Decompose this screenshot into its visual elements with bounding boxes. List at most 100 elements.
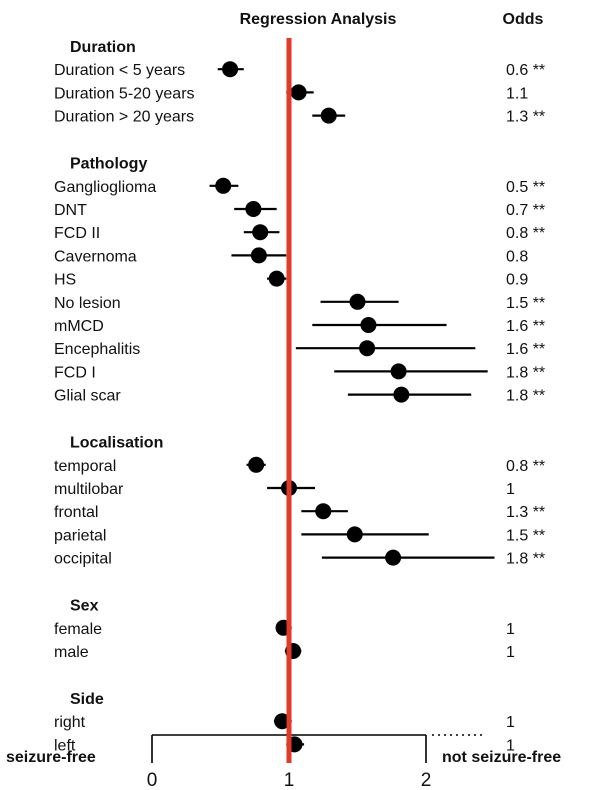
chart-title: Regression Analysis <box>240 11 397 28</box>
row-label: parietal <box>54 527 106 544</box>
point-estimate <box>215 177 232 194</box>
odds-value: 0.8 ** <box>506 225 545 242</box>
row-label: Duration < 5 years <box>54 62 185 79</box>
row-label: HS <box>54 272 76 289</box>
section-localisation-title: Localisation <box>70 435 163 452</box>
odds-value: 1 <box>506 737 515 754</box>
estimate-row: FCD I 1.8 ** <box>54 363 545 381</box>
point-estimate <box>390 363 407 380</box>
odds-value: 0.8 <box>506 248 528 265</box>
estimate-row: Duration < 5 years 0.6 ** <box>54 61 545 79</box>
estimate-row: parietal 1.5 ** <box>54 526 545 544</box>
estimate-row: frontal 1.3 ** <box>54 503 545 521</box>
odds-value: 1.3 ** <box>506 504 545 521</box>
odds-value: 1.5 ** <box>506 295 545 312</box>
odds-value: 1.3 ** <box>506 109 545 126</box>
section-pathology-title: Pathology <box>70 156 147 173</box>
point-estimate <box>349 293 366 310</box>
estimate-row: multilobar 1 <box>54 480 515 498</box>
estimate-row: mMCD 1.6 ** <box>54 317 545 335</box>
section-duration-title: Duration <box>70 39 136 56</box>
estimate-row: Duration 5-20 years 1.1 <box>54 84 528 102</box>
row-label: Cavernoma <box>54 248 137 265</box>
point-estimate <box>320 107 337 124</box>
section-side-title: Side <box>70 691 104 708</box>
point-estimate <box>290 84 307 101</box>
estimate-row: Duration > 20 years 1.3 ** <box>54 107 545 126</box>
estimate-row: No lesion 1.5 ** <box>54 293 545 312</box>
estimate-row: Ganglioglioma 0.5 ** <box>54 177 545 196</box>
odds-value: 0.9 <box>506 272 528 289</box>
left-axis-label: seizure-free <box>6 749 96 766</box>
row-label: female <box>54 621 102 638</box>
estimate-row: HS 0.9 <box>54 270 528 289</box>
estimate-row: female 1 <box>54 619 515 638</box>
point-estimate <box>248 456 265 473</box>
row-label: mMCD <box>54 318 104 335</box>
section-localisation: Localisation temporal 0.8 ** multilobar 1 fro… <box>54 435 545 568</box>
point-estimate <box>393 386 410 403</box>
x-axis: 0 1 2 seizure-free not seizure-free <box>6 734 561 790</box>
estimate-row: Glial scar 1.8 ** <box>54 386 545 405</box>
odds-value: 1 <box>506 644 515 661</box>
estimate-row: temporal 0.8 ** <box>54 456 545 475</box>
row-label: right <box>54 714 86 731</box>
point-estimate <box>250 247 267 264</box>
row-label: FCD II <box>54 225 100 242</box>
section-sex-title: Sex <box>70 598 99 615</box>
point-estimate <box>252 224 269 241</box>
point-estimate <box>315 503 332 520</box>
section-sex: Sex female 1 male 1 <box>54 598 515 661</box>
estimate-row: Encephalitis 1.6 ** <box>54 340 545 358</box>
point-estimate <box>346 526 363 543</box>
estimate-row: right 1 <box>54 713 515 731</box>
row-label: occipital <box>54 551 112 568</box>
estimate-row: male 1 <box>54 643 515 661</box>
odds-value: 0.6 ** <box>506 62 545 79</box>
odds-value: 1.8 ** <box>506 551 545 568</box>
row-label: No lesion <box>54 295 121 312</box>
row-label: Duration > 20 years <box>54 109 194 126</box>
point-estimate <box>359 340 376 357</box>
odds-header: Odds <box>503 11 544 28</box>
tick-label: 1 <box>284 770 295 790</box>
odds-value: 1.6 ** <box>506 318 545 335</box>
odds-value: 1 <box>506 621 515 638</box>
point-estimate <box>268 270 285 287</box>
odds-value: 0.7 ** <box>506 202 545 219</box>
point-estimate <box>360 317 377 333</box>
tick-label: 2 <box>421 770 432 790</box>
row-label: frontal <box>54 504 98 521</box>
row-label: Encephalitis <box>54 341 140 358</box>
tick-label: 0 <box>147 770 158 790</box>
row-label: DNT <box>54 202 87 219</box>
row-label: Ganglioglioma <box>54 179 156 196</box>
row-label: temporal <box>54 458 116 475</box>
section-pathology: Pathology Ganglioglioma 0.5 ** DNT 0.7 ** FCD… <box>54 156 545 405</box>
odds-value: 0.5 ** <box>506 179 545 196</box>
point-estimate <box>385 549 402 566</box>
odds-value: 1 <box>506 481 515 498</box>
estimate-row: FCD II 0.8 ** <box>54 224 545 242</box>
estimate-row: DNT 0.7 ** <box>54 201 545 219</box>
odds-value: 1.1 <box>506 85 528 102</box>
row-label: multilobar <box>54 481 124 498</box>
estimate-row: occipital 1.8 ** <box>54 549 545 568</box>
right-axis-label: not seizure-free <box>442 749 561 766</box>
odds-value: 1.5 ** <box>506 527 545 544</box>
point-estimate <box>222 61 239 78</box>
row-label: Glial scar <box>54 388 121 405</box>
odds-value: 1 <box>506 714 515 731</box>
point-estimate <box>274 713 291 730</box>
estimate-row: Cavernoma 0.8 <box>54 247 528 265</box>
odds-value: 1.6 ** <box>506 341 545 358</box>
row-label: FCD I <box>54 364 96 381</box>
odds-value: 0.8 ** <box>506 458 545 475</box>
point-estimate <box>245 201 262 217</box>
row-label: male <box>54 644 89 661</box>
odds-value: 1.8 ** <box>506 364 545 381</box>
row-label: left <box>54 737 76 754</box>
